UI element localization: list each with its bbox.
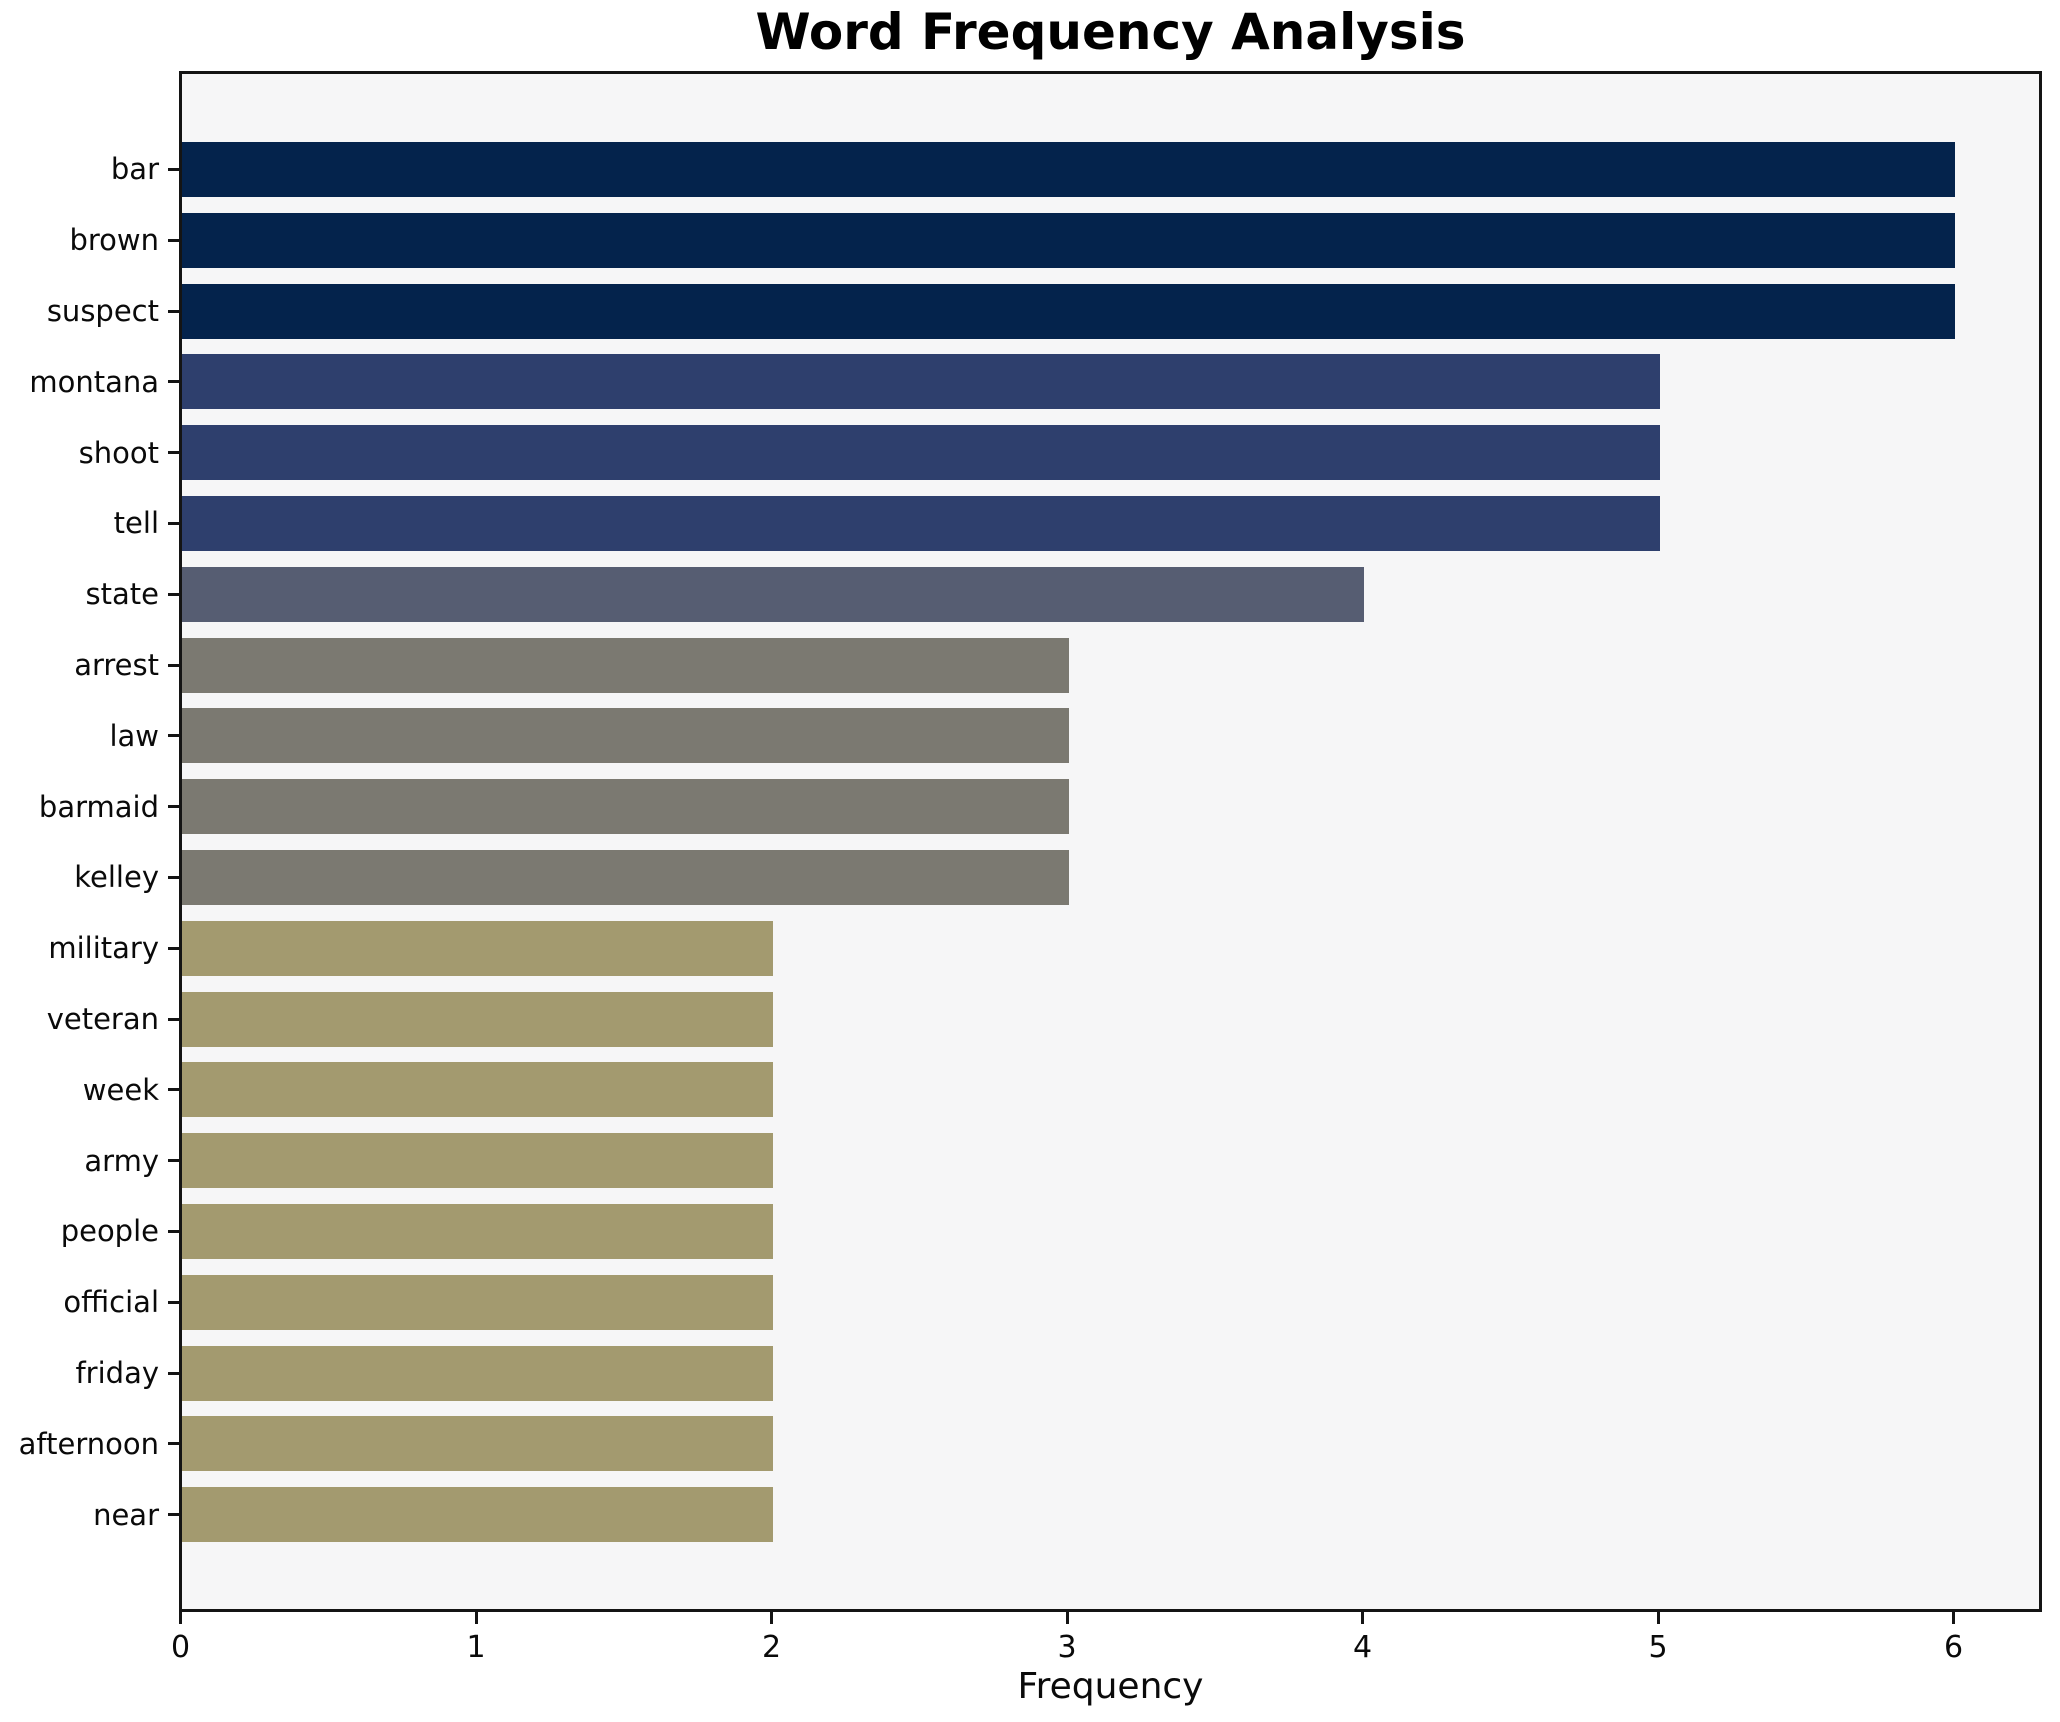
- y-tick-label-kelley: kelley: [74, 860, 159, 895]
- x-tick-label-6: 6: [1943, 1630, 1964, 1665]
- y-axis: bar brown suspect montana shoot tell state arre…: [0, 71, 179, 1612]
- y-tick-mark: [168, 805, 179, 809]
- bar-suspect: [182, 283, 1955, 339]
- y-tick-label-veteran: veteran: [46, 1002, 159, 1036]
- y-tick-label-suspect: suspect: [46, 294, 159, 328]
- x-tick-label-5: 5: [1648, 1630, 1668, 1665]
- y-tick-mark: [168, 734, 179, 738]
- y-tick-label-week: week: [82, 1072, 159, 1107]
- bar-montana: [182, 354, 1660, 410]
- bar-official: [182, 1274, 773, 1330]
- x-tick-mark: [1952, 1612, 1955, 1624]
- bar-brown: [182, 212, 1955, 268]
- bar-veteran: [182, 991, 773, 1047]
- x-tick-label-1: 1: [466, 1630, 486, 1665]
- y-tick-mark: [168, 521, 179, 525]
- y-tick-label-military: military: [48, 931, 159, 966]
- bar-bar: [182, 141, 1955, 197]
- bar-people: [182, 1203, 773, 1259]
- bar-tell: [182, 495, 1660, 551]
- bar-state: [182, 566, 1364, 622]
- y-tick-label-montana: montana: [29, 364, 159, 399]
- y-tick-mark: [168, 309, 179, 313]
- bar-arrest: [182, 637, 1069, 693]
- y-tick-mark: [168, 592, 179, 596]
- y-tick-mark: [168, 1017, 179, 1021]
- y-tick-mark: [168, 380, 179, 384]
- y-tick-label-bar: bar: [110, 152, 159, 187]
- y-tick-mark: [168, 1371, 179, 1375]
- bar-kelley: [182, 849, 1069, 905]
- plot-area: [179, 71, 2042, 1612]
- x-axis: 0 1 2 3 4 5 6: [0, 1612, 2060, 1682]
- bar-friday: [182, 1345, 773, 1401]
- x-tick-label-4: 4: [1352, 1630, 1373, 1665]
- y-tick-mark: [168, 238, 179, 242]
- bar-near: [182, 1487, 773, 1543]
- y-tick-label-law: law: [109, 718, 159, 753]
- x-tick-mark: [474, 1612, 478, 1624]
- x-tick-mark: [1361, 1612, 1364, 1624]
- bar-week: [182, 1062, 773, 1118]
- y-tick-label-barmaid: barmaid: [38, 789, 159, 824]
- y-tick-label-army: army: [84, 1143, 159, 1178]
- y-tick-mark: [168, 1088, 179, 1092]
- y-tick-label-official: official: [63, 1285, 159, 1320]
- y-tick-mark: [168, 946, 179, 950]
- y-tick-mark: [168, 167, 179, 171]
- y-tick-label-tell: tell: [113, 506, 159, 541]
- x-tick-label-0: 0: [170, 1630, 191, 1665]
- y-tick-mark: [168, 1442, 179, 1446]
- y-tick-label-state: state: [85, 577, 159, 612]
- y-tick-mark: [168, 663, 179, 667]
- bar-afternoon: [182, 1416, 773, 1472]
- x-tick-label-2: 2: [761, 1630, 782, 1665]
- y-tick-label-brown: brown: [69, 223, 159, 258]
- y-tick-label-people: people: [60, 1214, 159, 1249]
- y-tick-mark: [168, 1513, 179, 1517]
- y-tick-mark: [168, 875, 179, 879]
- y-tick-mark: [168, 1159, 179, 1163]
- y-tick-label-friday: friday: [75, 1356, 159, 1390]
- bar-shoot: [182, 425, 1660, 481]
- y-tick-label-shoot: shoot: [78, 435, 159, 470]
- x-tick-mark: [770, 1612, 773, 1624]
- bar-law: [182, 708, 1069, 764]
- x-tick-mark: [179, 1612, 182, 1624]
- y-tick-mark: [168, 451, 179, 455]
- y-tick-label-afternoon: afternoon: [18, 1426, 159, 1461]
- bar-barmaid: [182, 779, 1069, 835]
- x-tick-label-3: 3: [1057, 1630, 1077, 1665]
- chart-title: Word Frequency Analysis: [755, 3, 1466, 61]
- x-tick-mark: [1656, 1612, 1660, 1624]
- x-axis-label: Frequency: [1017, 1666, 1204, 1707]
- y-tick-mark: [168, 1300, 179, 1304]
- y-tick-label-arrest: arrest: [74, 648, 159, 682]
- y-tick-label-near: near: [93, 1497, 159, 1532]
- x-tick-mark: [1065, 1612, 1069, 1624]
- y-tick-mark: [168, 1229, 179, 1233]
- bar-military: [182, 920, 773, 976]
- bar-army: [182, 1133, 773, 1189]
